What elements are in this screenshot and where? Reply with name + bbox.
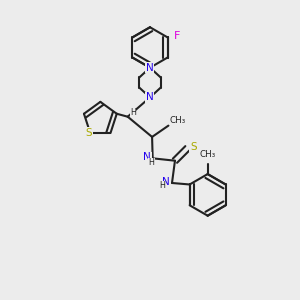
Text: N: N xyxy=(143,152,151,162)
Text: H: H xyxy=(130,108,136,117)
Text: N: N xyxy=(162,176,170,187)
Text: N: N xyxy=(146,92,154,102)
Text: S: S xyxy=(85,128,92,138)
Text: CH₃: CH₃ xyxy=(169,116,186,125)
Text: S: S xyxy=(190,142,197,152)
Text: H: H xyxy=(159,182,165,190)
Text: H: H xyxy=(148,158,154,167)
Text: CH₃: CH₃ xyxy=(200,150,216,159)
Text: F: F xyxy=(174,32,180,41)
Text: N: N xyxy=(146,63,154,73)
